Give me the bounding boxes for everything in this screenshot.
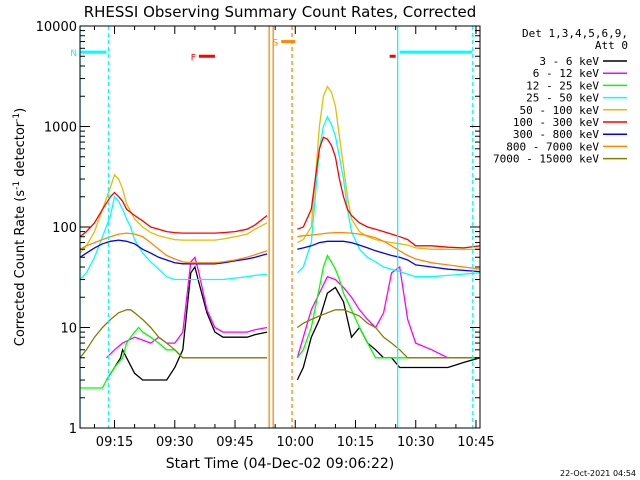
y-label-part-3: ): [13, 108, 28, 113]
marker-label-f: F: [191, 53, 196, 63]
series-line-300-800-kev-post: [297, 240, 480, 273]
marker-label-n: N: [70, 49, 77, 59]
legend-label-100-300-kev: 100 - 300 keV: [513, 116, 599, 129]
x-tick-label-09-15: 09:15: [96, 435, 133, 450]
x-tick-label-09-30: 09:30: [156, 435, 193, 450]
series-line-300-800-kev-pre: [80, 239, 268, 265]
y-tick-label-1: 1: [69, 422, 77, 437]
series-layer: [80, 85, 480, 389]
timestamp: 22-Oct-2021 04:54: [560, 469, 636, 478]
series-line-7000-15000-kev-pre: [80, 309, 268, 359]
y-axis-label: Corrected Count Rate (s-1 detector-1): [12, 108, 28, 346]
chart-title: RHESSI Observing Summary Count Rates, Co…: [84, 3, 477, 21]
x-tick-label-10-15: 10:15: [337, 435, 374, 450]
series-line-12-25-kev-post: [296, 254, 480, 359]
x-tick-label-09-45: 09:45: [216, 435, 253, 450]
series-line-50-100-kev-pre: [80, 173, 268, 254]
series-line-800-7000-kev-pre: [80, 232, 268, 264]
y-axis: 1 10 100 1000 10000: [36, 20, 480, 437]
x-axis: 09:15 09:30 09:45 10:00 10:15 10:30 10:45: [93, 26, 495, 450]
series-line-50-100-kev-post: [297, 85, 480, 250]
y-label-part-2: detector: [13, 121, 28, 181]
series-line-3-6-kev-pre: [105, 265, 268, 381]
series-line-100-300-kev-post: [297, 136, 480, 249]
marker-layer: N F S: [70, 39, 472, 63]
y-label-sup-2: -1: [12, 113, 22, 122]
legend-label-25-50-kev: 25 - 50 keV: [526, 92, 599, 105]
series-line-800-7000-kev-post: [297, 231, 480, 270]
x-axis-label: Start Time (04-Dec-02 09:06:22): [166, 456, 394, 472]
legend-label-6-12-kev: 6 - 12 keV: [533, 67, 600, 80]
y-tick-label-10000: 10000: [36, 20, 77, 35]
x-tick-label-10-45: 10:45: [457, 435, 494, 450]
legend-label-300-800-kev: 300 - 800 keV: [513, 128, 599, 141]
plot-clip-group: N F S: [70, 26, 480, 428]
series-line-6-12-kev-post: [296, 265, 480, 359]
series-line-3-6-kev-post: [296, 286, 480, 381]
legend-label-12-25-kev: 12 - 25 keV: [526, 79, 599, 92]
x-tick-label-10-30: 10:30: [397, 435, 434, 450]
y-tick-label-1000: 1000: [44, 121, 77, 136]
legend-header-0: Det 1,3,4,5,6,9,: [522, 27, 628, 40]
y-tick-label-10: 10: [60, 322, 77, 337]
legend-label-50-100-kev: 50 - 100 keV: [520, 104, 600, 117]
vline-layer: [80, 26, 474, 428]
legend-label-7000-15000-kev: 7000 - 15000 keV: [493, 153, 599, 166]
y-tick-label-100: 100: [52, 221, 77, 236]
y-label-sup-1: -1: [12, 181, 22, 190]
y-label-part-1: Corrected Count Rate (s: [13, 190, 28, 347]
series-line-25-50-kev-post: [296, 115, 480, 278]
x-tick-label-10-00: 10:00: [277, 435, 314, 450]
series-line-7000-15000-kev-post: [296, 309, 480, 359]
series-line-100-300-kev-pre: [80, 191, 268, 238]
marker-label-s: S: [272, 39, 278, 49]
legend-label-800-7000-kev: 800 - 7000 keV: [506, 140, 599, 153]
series-line-25-50-kev-pre: [80, 195, 268, 281]
legend-label-3-6-kev: 3 - 6 keV: [539, 55, 599, 68]
series-line-6-12-kev-pre: [106, 255, 268, 359]
legend-header-1: Att 0: [595, 39, 628, 52]
